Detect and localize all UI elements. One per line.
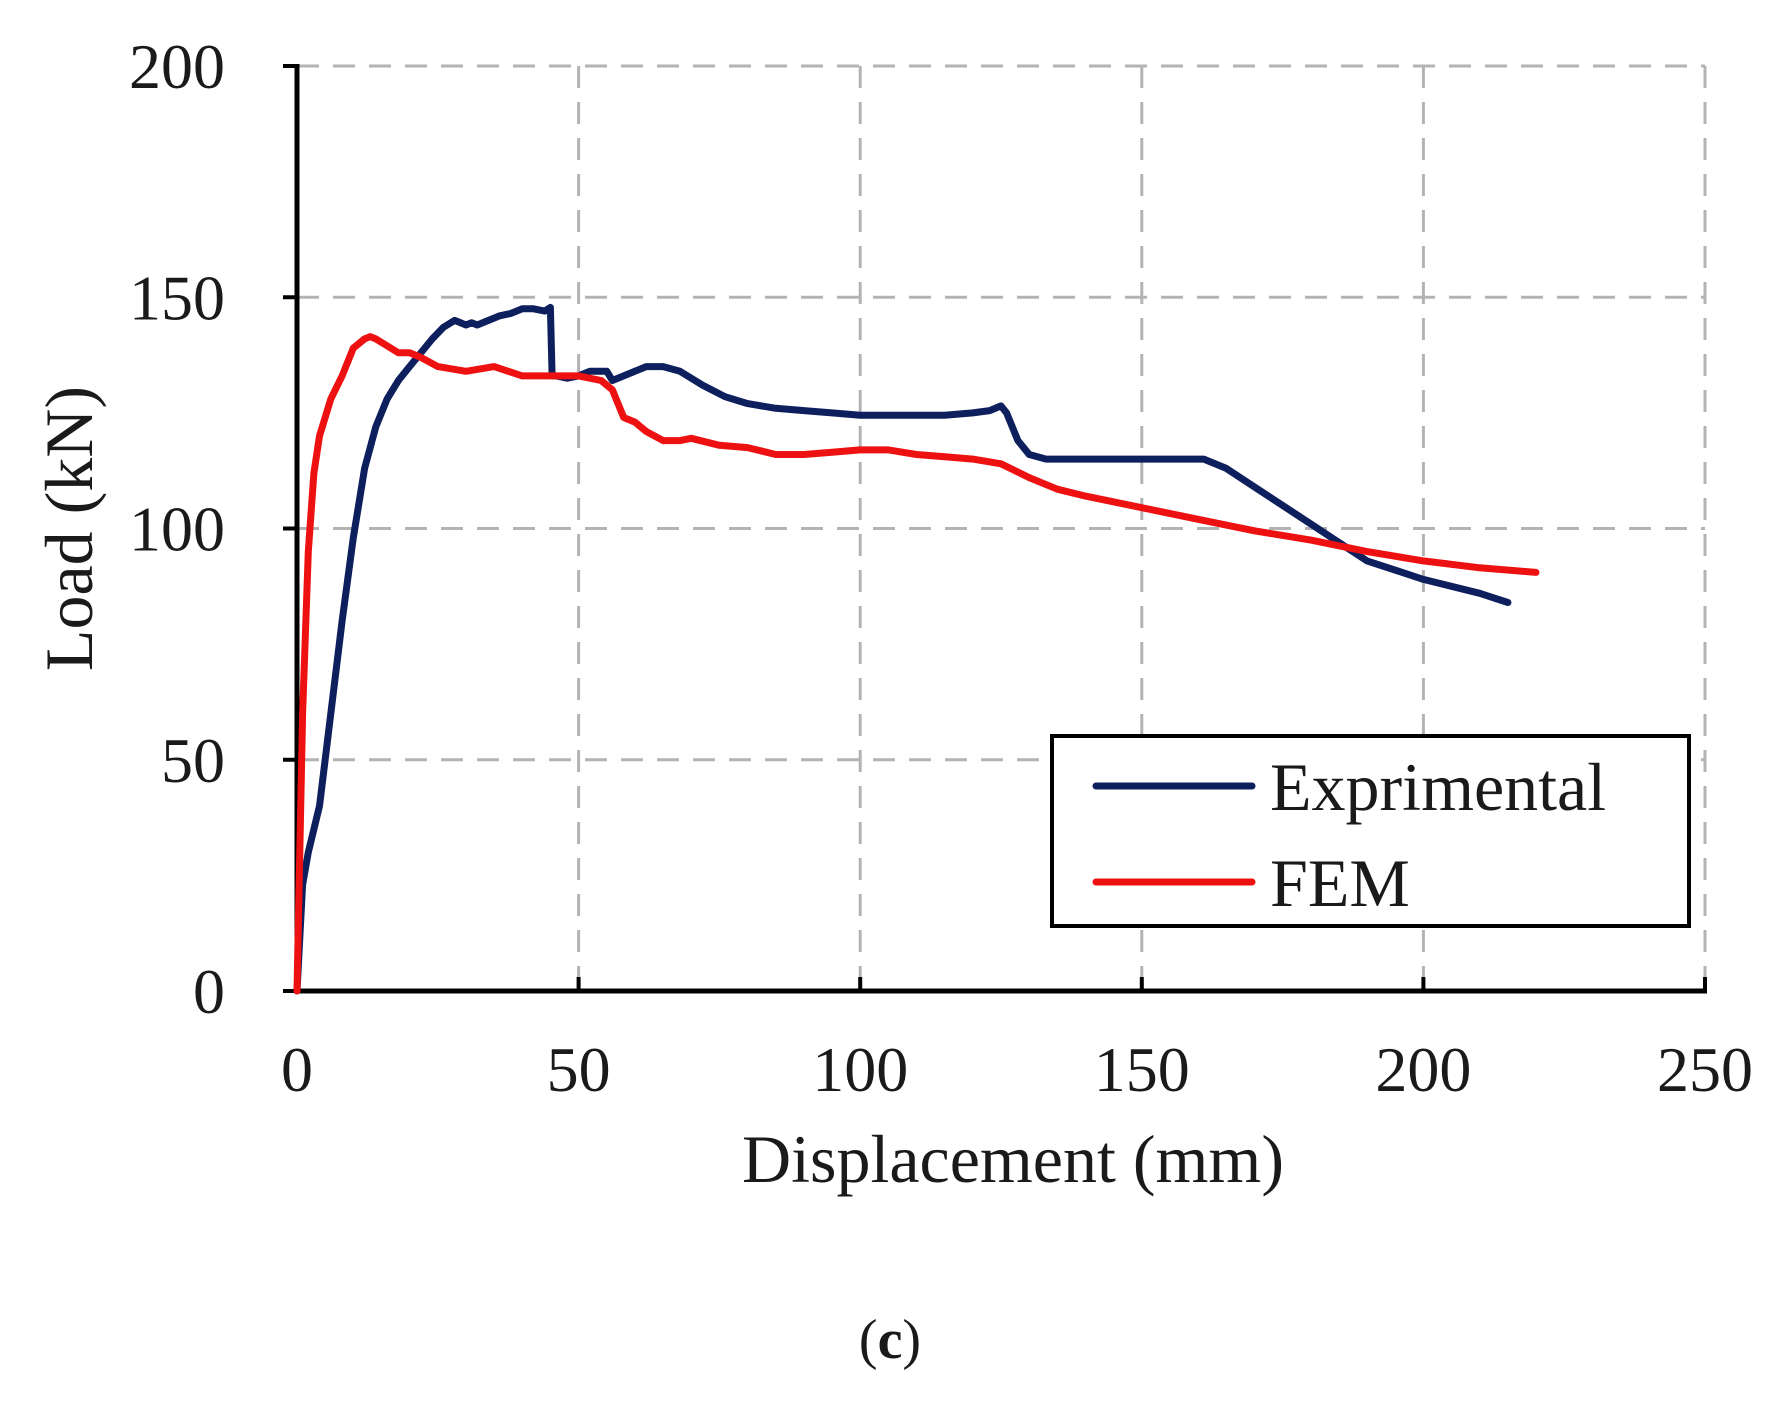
x-tick-label-0: 0 (281, 1034, 313, 1105)
x-tick-label-250: 250 (1657, 1034, 1753, 1105)
legend-box (1050, 734, 1691, 928)
series-line-exprimental (293, 303, 1512, 995)
y-tick-label-50: 50 (161, 725, 225, 796)
series-line-fem (293, 333, 1540, 995)
caption-letter: c (877, 1309, 903, 1371)
caption-close: ) (902, 1309, 922, 1371)
series (293, 303, 1540, 995)
y-tick-label-100: 100 (129, 494, 225, 565)
x-tick-label-100: 100 (812, 1034, 908, 1105)
x-tick-label-200: 200 (1375, 1034, 1471, 1105)
ticks: 0 50 100 150 200 0 50 100 150 200 250 (129, 31, 1753, 1105)
legend-label-exprimental: Exprimental (1270, 749, 1606, 825)
y-tick-label-0: 0 (193, 956, 225, 1027)
y-axis-title: Load (kN) (31, 386, 107, 671)
legend-label-fem: FEM (1270, 845, 1410, 921)
legend: Exprimental FEM (1050, 734, 1691, 928)
figure-caption: (c) (0, 1308, 1780, 1372)
y-tick-label-150: 150 (129, 262, 225, 333)
caption-open: ( (858, 1309, 878, 1371)
x-axis-title: Displacement (mm) (742, 1121, 1284, 1197)
x-tick-label-50: 50 (547, 1034, 611, 1105)
grid (297, 64, 1707, 991)
x-tick-label-150: 150 (1094, 1034, 1190, 1105)
y-tick-label-200: 200 (129, 31, 225, 102)
